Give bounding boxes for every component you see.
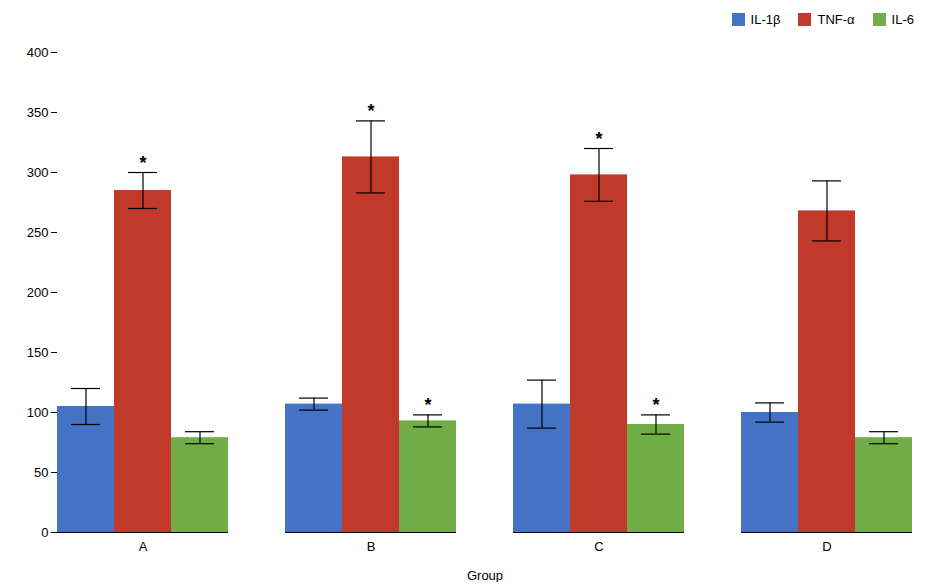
html-text:IL-6: IL-6 xyxy=(891,11,914,27)
svg-text:Group: Group xyxy=(467,568,503,583)
svg-text:B: B xyxy=(367,539,376,554)
svg-text:150: 150 xyxy=(27,345,49,360)
svg-text:*: * xyxy=(652,395,659,415)
svg-text:250: 250 xyxy=(27,225,49,240)
svg-text:A: A xyxy=(139,539,148,554)
svg-text:*: * xyxy=(367,101,374,121)
svg-text:*: * xyxy=(424,395,431,415)
html-text:TNF-α: TNF-α xyxy=(817,11,855,27)
svg-text:50: 50 xyxy=(34,465,48,480)
svg-text:*: * xyxy=(139,153,146,173)
svg-text:100: 100 xyxy=(27,405,49,420)
svg-text:C: C xyxy=(594,539,603,554)
svg-text:400: 400 xyxy=(27,45,49,60)
svg-text:0: 0 xyxy=(41,525,48,540)
svg-text:350: 350 xyxy=(27,105,49,120)
html-text:IL-1β: IL-1β xyxy=(750,11,781,27)
svg-text:*: * xyxy=(595,129,602,149)
svg-text:200: 200 xyxy=(27,285,49,300)
svg-text:D: D xyxy=(822,539,831,554)
svg-text:300: 300 xyxy=(27,165,49,180)
